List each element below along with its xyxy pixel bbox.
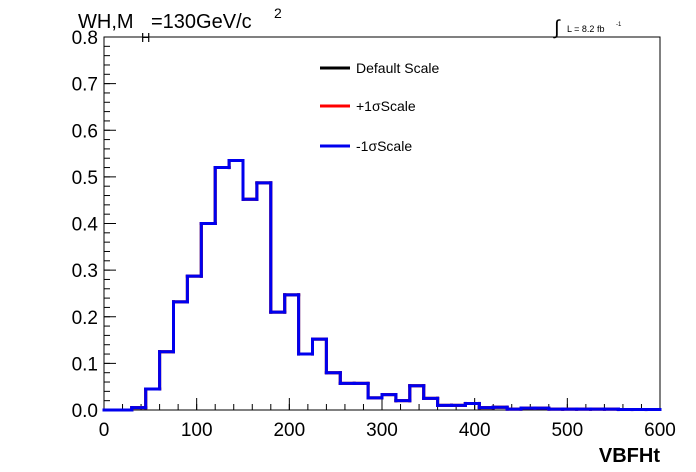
series-group [102,159,662,412]
chart-title: WH,M H =130GeV/c 2 [78,5,282,45]
x-axis-label: VBFHt [599,445,660,467]
x-tick-label: 100 [181,420,213,441]
title-rest: =130GeV/c [151,11,252,33]
y-tick-label: 0.8 [72,28,98,49]
x-tick-label: 500 [551,420,583,441]
x-axis: 0 100 200 300 400 500 600 [99,398,676,441]
x-tick-label: 300 [366,420,398,441]
y-axis: 0.0 0.1 0.2 0.3 0.4 0.5 0.6 0.7 0.8 [72,28,116,422]
luminosity-superscript: -1 [616,22,622,28]
y-tick-label: 0.4 [72,215,99,236]
title-superscript: 2 [274,5,282,21]
y-tick-label: 0.7 [72,75,98,96]
y-tick-label: 0.1 [72,354,98,375]
series-2 [102,159,662,412]
y-tick-label: 0.0 [72,401,98,422]
x-tick-label: 600 [644,420,676,441]
y-tick-label: 0.6 [72,121,98,142]
y-tick-label: 0.5 [72,168,98,189]
integral-symbol: ∫ [553,17,561,39]
title-base: WH,M [78,11,134,33]
x-tick-label: 400 [459,420,491,441]
x-tick-label: 0 [99,420,110,441]
luminosity-text: L = 8.2 fb [567,24,604,34]
luminosity-label: ∫ L = 8.2 fb -1 [553,17,622,39]
legend: Default Scale +1σScale -1σScale [320,60,439,154]
y-tick-label: 0.3 [72,261,98,282]
y-tick-label: 0.2 [72,308,98,329]
legend-label-minus1sigma: -1σScale [356,138,412,154]
legend-label-default: Default Scale [356,60,439,76]
x-tick-label: 200 [273,420,305,441]
legend-label-plus1sigma: +1σScale [356,98,416,114]
